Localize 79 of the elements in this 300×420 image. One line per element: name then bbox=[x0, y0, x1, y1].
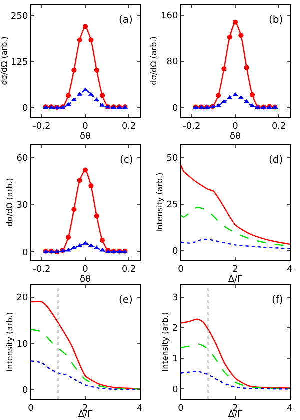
y-tick-label: 30 bbox=[16, 201, 28, 212]
x-tick-label: 4 bbox=[287, 404, 294, 414]
point bbox=[238, 33, 244, 38]
point bbox=[233, 20, 238, 25]
x-tick-label: -0.2 bbox=[33, 122, 51, 132]
x-tick-label: -0.2 bbox=[183, 122, 201, 132]
annotation: (d) bbox=[269, 155, 284, 166]
point bbox=[66, 93, 71, 98]
x-tick-label: 0.2 bbox=[122, 122, 136, 132]
y-tick-label: 2 bbox=[172, 324, 178, 334]
y-tick-label: 250 bbox=[11, 12, 28, 22]
line-series bbox=[181, 164, 290, 246]
line-series bbox=[181, 343, 290, 390]
line-series bbox=[31, 360, 140, 390]
y-axis-title: dσ/dΩ (arb.) bbox=[0, 36, 9, 86]
point bbox=[94, 68, 100, 73]
point bbox=[244, 65, 250, 70]
y-axis-title: dσ/dΩ (arb.) bbox=[150, 36, 159, 86]
point bbox=[77, 38, 82, 43]
point bbox=[100, 238, 105, 243]
y-tick-label: 125 bbox=[11, 58, 28, 68]
annotation: (b) bbox=[269, 15, 284, 26]
y-tick-label: 0 bbox=[22, 248, 28, 258]
y-tick-label: 80 bbox=[166, 58, 178, 68]
point bbox=[66, 234, 71, 240]
point bbox=[222, 66, 227, 72]
y-tick-label: 1 bbox=[172, 354, 178, 365]
point bbox=[94, 214, 100, 219]
x-tick-label: 0.2 bbox=[122, 264, 136, 275]
y-tick-label: 3 bbox=[172, 293, 178, 304]
point bbox=[77, 178, 82, 184]
point bbox=[88, 183, 94, 188]
y-tick-label: 60 bbox=[16, 154, 28, 164]
x-tick-label: 0 bbox=[232, 122, 239, 132]
x-axis-title: Δ/Γ bbox=[228, 274, 243, 285]
line-series bbox=[181, 238, 290, 250]
x-axis-title: δθ bbox=[230, 132, 242, 142]
line-series bbox=[181, 318, 290, 389]
annotation: (f) bbox=[272, 295, 284, 306]
line-series bbox=[181, 370, 290, 390]
x-axis-title: Δ/Γ bbox=[228, 410, 243, 420]
y-tick-label: 10 bbox=[16, 340, 28, 350]
x-tick-label: 4 bbox=[287, 264, 294, 275]
y-tick-label: 160 bbox=[161, 12, 178, 22]
x-axis-title: δθ bbox=[80, 132, 92, 142]
y-tick-label: 50 bbox=[166, 154, 178, 164]
y-tick-label: 0 bbox=[172, 246, 178, 257]
annotation: (e) bbox=[119, 295, 134, 306]
y-axis-title: Intensity (arb.) bbox=[5, 312, 14, 372]
y-axis-title: Intensity (arb.) bbox=[155, 172, 164, 232]
point bbox=[83, 168, 88, 173]
point bbox=[227, 34, 232, 40]
x-axis-title: δθ bbox=[80, 274, 92, 285]
point bbox=[250, 92, 255, 98]
y-tick-label: 0 bbox=[22, 104, 28, 114]
point bbox=[72, 68, 77, 73]
y-tick-label: 0 bbox=[172, 385, 178, 396]
y-axis-title: Intensity (arb.) bbox=[161, 312, 170, 372]
point bbox=[66, 102, 72, 106]
y-tick-label: 20 bbox=[16, 294, 28, 304]
point bbox=[72, 207, 77, 212]
annotation: (c) bbox=[120, 155, 134, 166]
line-series bbox=[31, 329, 140, 390]
y-tick-label: 0 bbox=[172, 104, 178, 114]
x-tick-label: 0 bbox=[82, 122, 89, 132]
point bbox=[216, 93, 221, 98]
y-axis-title: dσ/dΩ (arb.) bbox=[5, 178, 14, 227]
point bbox=[83, 24, 88, 30]
y-tick-label: 0 bbox=[22, 386, 28, 396]
annotation: (a) bbox=[119, 15, 134, 26]
x-tick-label: 0.2 bbox=[272, 122, 286, 132]
y-tick-label: 25 bbox=[166, 200, 178, 210]
x-tick-label: 2 bbox=[232, 264, 238, 275]
x-tick-label: 0 bbox=[82, 264, 89, 275]
x-axis-title: Δ/Γ bbox=[78, 410, 93, 420]
x-tick-label: -0.2 bbox=[33, 264, 51, 275]
point bbox=[100, 93, 105, 98]
point bbox=[88, 38, 94, 43]
x-tick-label: 4 bbox=[137, 404, 144, 414]
